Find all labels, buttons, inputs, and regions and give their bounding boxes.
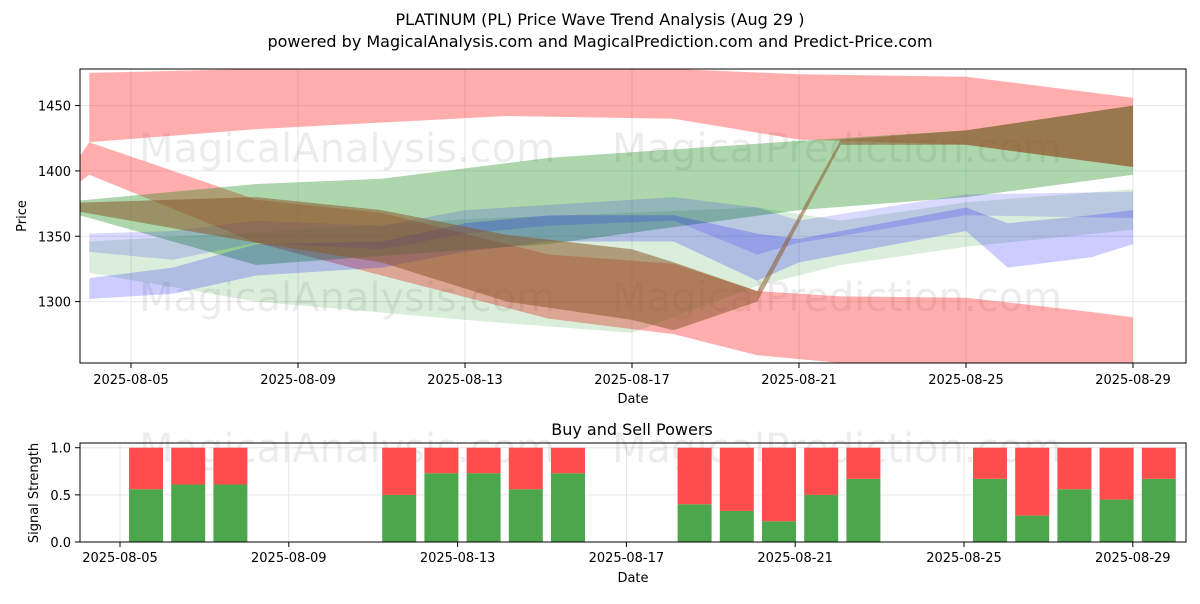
sell-power-bar <box>1099 447 1134 500</box>
price-chart-x-ticks: 2025-08-05 2025-08-09 2025-08-13 2025-08-17… <box>93 363 1171 388</box>
x-tick-label: 2025-08-29 <box>1095 373 1171 388</box>
buy-power-bar <box>129 489 163 542</box>
signal-chart-ylabel: Signal Strength <box>27 443 42 543</box>
buy-power-bar <box>551 473 585 542</box>
signal-chart-xlabel: Date <box>617 571 648 586</box>
y-tick-label: 1300 <box>38 296 71 311</box>
buy-power-bar <box>171 484 206 542</box>
x-tick-label: 2025-08-17 <box>589 551 665 566</box>
buy-power-bar <box>719 510 754 542</box>
watermark-text: MagicalAnalysis.com <box>139 126 555 172</box>
x-tick-label: 2025-08-17 <box>594 373 670 388</box>
price-band-red-0 <box>89 69 1133 167</box>
price-wave-chart: MagicalAnalysis.comMagicalPrediction.com… <box>15 68 1187 407</box>
x-tick-label: 2025-08-21 <box>761 373 837 388</box>
x-tick-label: 2025-08-05 <box>93 373 169 388</box>
buy-power-bar <box>1141 478 1176 542</box>
buy-power-bar <box>424 473 459 542</box>
buy-sell-chart-title: Buy and Sell Powers <box>551 420 713 439</box>
sell-power-bar <box>129 447 163 490</box>
y-tick-label: 1350 <box>38 230 71 245</box>
sell-power-bar <box>508 447 543 490</box>
sell-power-bar <box>677 447 712 505</box>
buy-power-bar <box>762 521 796 542</box>
buy-power-bar <box>804 494 839 542</box>
sell-power-bar <box>171 447 206 485</box>
price-chart-xlabel: Date <box>617 392 648 407</box>
price-chart-ylabel: Price <box>15 200 30 232</box>
signal-chart-x-ticks: 2025-08-05 2025-08-09 2025-08-13 2025-08-17… <box>82 542 1171 566</box>
y-tick-label: 0.5 <box>50 489 71 504</box>
buy-power-bar <box>1015 515 1050 542</box>
price-chart-frame <box>79 68 1187 364</box>
y-tick-label: 1450 <box>38 100 71 115</box>
y-tick-label: 0.0 <box>50 536 71 551</box>
signal-chart-frame <box>79 442 1187 543</box>
x-tick-label: 2025-08-25 <box>926 551 1002 566</box>
sell-power-bar <box>762 447 796 522</box>
x-tick-label: 2025-08-13 <box>420 551 496 566</box>
sell-power-bar <box>424 447 459 474</box>
y-tick-label: 1400 <box>38 165 71 180</box>
buy-power-bar <box>1057 489 1092 542</box>
sell-power-bar <box>551 447 585 474</box>
buy-power-bar <box>213 484 248 542</box>
signal-bars <box>129 447 1176 542</box>
sell-power-bar <box>719 447 754 511</box>
buy-power-bar <box>677 504 712 542</box>
buy-power-bar <box>973 478 1007 542</box>
signal-chart-y-ticks: 0.0 0.5 1.0 <box>50 442 80 551</box>
buy-power-bar <box>1099 499 1134 542</box>
x-tick-label: 2025-08-25 <box>928 373 1004 388</box>
sell-power-bar <box>804 447 839 495</box>
price-band-overlap <box>80 105 1133 331</box>
buy-power-bar <box>466 473 501 542</box>
sell-power-bar <box>1057 447 1092 490</box>
sell-power-bar <box>466 447 501 474</box>
figure-subtitle: powered by MagicalAnalysis.com and Magic… <box>267 32 932 51</box>
sell-power-bar <box>213 447 248 485</box>
y-tick-label: 1.0 <box>50 442 71 457</box>
sell-power-bar <box>973 447 1007 479</box>
x-tick-label: 2025-08-13 <box>427 373 503 388</box>
price-band-red-1 <box>80 142 1133 363</box>
sell-power-bar <box>1015 447 1050 516</box>
buy-power-bar <box>508 489 543 542</box>
buy-power-bar <box>382 494 417 542</box>
x-tick-label: 2025-08-29 <box>1095 551 1171 566</box>
figure-title: PLATINUM (PL) Price Wave Trend Analysis … <box>395 10 804 29</box>
x-tick-label: 2025-08-09 <box>251 551 327 566</box>
sell-power-bar <box>846 447 881 479</box>
x-tick-label: 2025-08-05 <box>82 551 158 566</box>
price-chart-y-ticks: 1300 1350 1400 1450 <box>38 100 80 311</box>
sell-power-bar <box>1141 447 1176 479</box>
x-tick-label: 2025-08-09 <box>260 373 336 388</box>
sell-power-bar <box>382 447 417 495</box>
buy-power-bar <box>846 478 881 542</box>
buy-sell-power-chart: Buy and Sell Powers MagicalAnalysis.comM… <box>27 420 1187 586</box>
price-band-blue-4 <box>89 207 1133 299</box>
price-bands <box>80 69 1133 363</box>
x-tick-label: 2025-08-21 <box>757 551 833 566</box>
